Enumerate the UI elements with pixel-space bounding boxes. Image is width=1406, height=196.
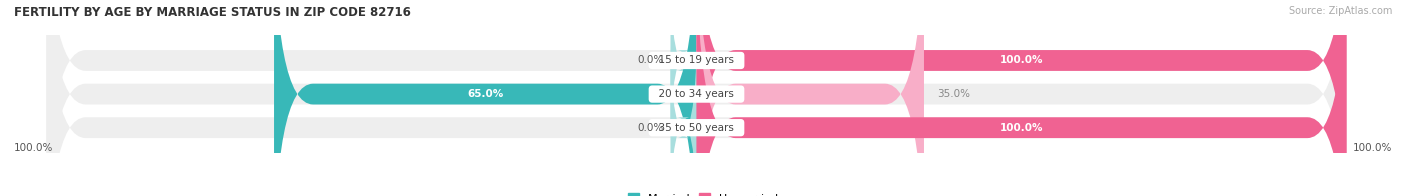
FancyBboxPatch shape [696,0,1347,196]
Text: 65.0%: 65.0% [467,89,503,99]
FancyBboxPatch shape [696,0,924,196]
Text: 0.0%: 0.0% [638,55,664,65]
Text: 0.0%: 0.0% [638,123,664,133]
Text: 15 to 19 years: 15 to 19 years [652,55,741,65]
FancyBboxPatch shape [46,0,1347,196]
Text: 100.0%: 100.0% [1000,123,1043,133]
Text: 100.0%: 100.0% [14,143,53,153]
Text: Source: ZipAtlas.com: Source: ZipAtlas.com [1288,6,1392,16]
Text: 100.0%: 100.0% [1353,143,1392,153]
Text: 35 to 50 years: 35 to 50 years [652,123,741,133]
FancyBboxPatch shape [274,0,696,196]
Text: 20 to 34 years: 20 to 34 years [652,89,741,99]
FancyBboxPatch shape [696,0,1347,196]
Text: 35.0%: 35.0% [936,89,970,99]
FancyBboxPatch shape [46,0,1347,196]
FancyBboxPatch shape [46,0,1347,196]
Text: FERTILITY BY AGE BY MARRIAGE STATUS IN ZIP CODE 82716: FERTILITY BY AGE BY MARRIAGE STATUS IN Z… [14,6,411,19]
Legend: Married, Unmarried: Married, Unmarried [623,189,783,196]
FancyBboxPatch shape [671,0,696,151]
FancyBboxPatch shape [671,37,696,196]
Text: 100.0%: 100.0% [1000,55,1043,65]
